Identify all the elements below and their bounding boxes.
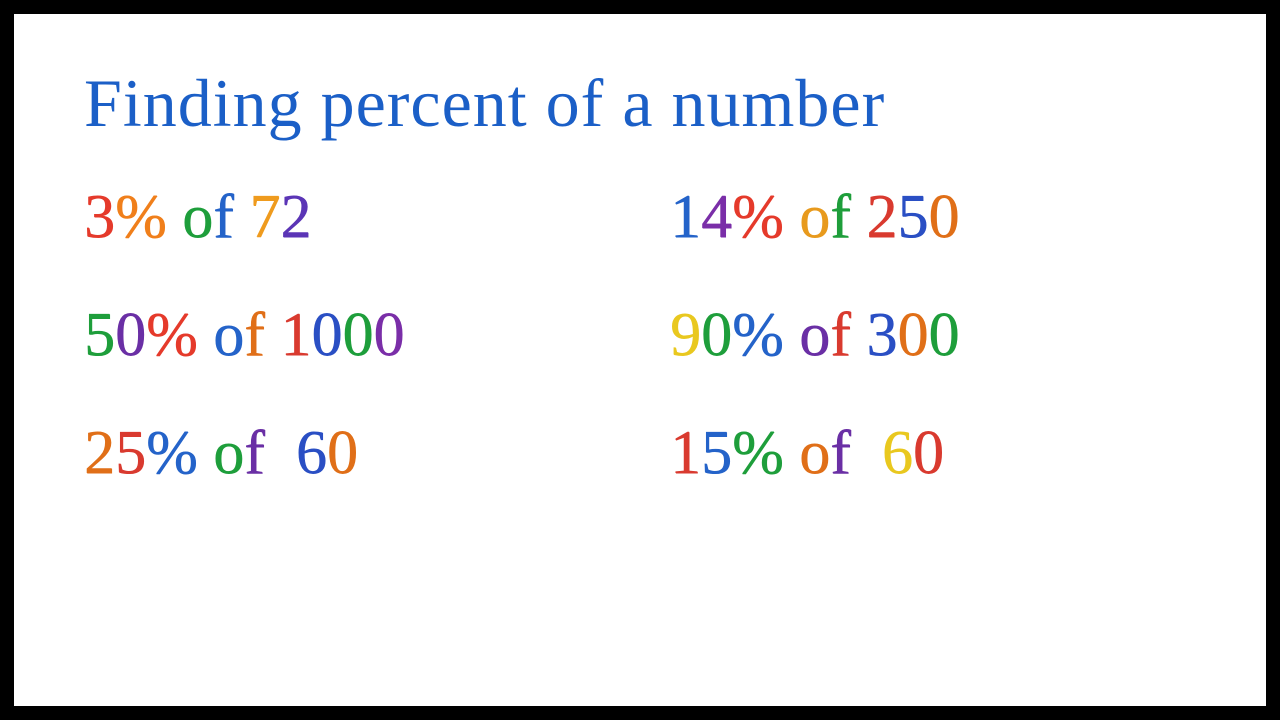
glyph: o bbox=[213, 419, 244, 487]
glyph: f bbox=[830, 183, 851, 251]
glyph: % bbox=[732, 419, 784, 487]
glyph: f bbox=[213, 183, 234, 251]
glyph: 1 bbox=[670, 183, 701, 251]
glyph: f bbox=[830, 419, 851, 487]
glyph: 3 bbox=[84, 183, 115, 251]
glyph bbox=[265, 419, 281, 487]
glyph: 7 bbox=[249, 183, 280, 251]
glyph bbox=[198, 419, 214, 487]
glyph: 0 bbox=[327, 419, 358, 487]
glyph bbox=[198, 301, 214, 369]
glyph: % bbox=[115, 183, 167, 251]
problem-grid: 3% of 72 14% of 250 50% of 1000 90% of 3… bbox=[84, 183, 1196, 488]
glyph: 3 bbox=[866, 301, 897, 369]
glyph: 0 bbox=[928, 183, 959, 251]
glyph: 4 bbox=[701, 183, 732, 251]
glyph bbox=[167, 183, 183, 251]
glyph: 0 bbox=[342, 301, 373, 369]
glyph: 0 bbox=[701, 301, 732, 369]
glyph bbox=[784, 301, 800, 369]
glyph: 0 bbox=[897, 301, 928, 369]
glyph: 0 bbox=[913, 419, 944, 487]
problem-3: 50% of 1000 bbox=[84, 301, 610, 369]
glyph: 0 bbox=[373, 301, 404, 369]
problem-1: 3% of 72 bbox=[84, 183, 610, 251]
glyph: 9 bbox=[670, 301, 701, 369]
glyph: 5 bbox=[115, 419, 146, 487]
glyph bbox=[851, 301, 867, 369]
page-title: Finding percent of a number bbox=[84, 64, 1196, 143]
problem-6: 15% of 60 bbox=[670, 419, 1196, 487]
glyph: 0 bbox=[311, 301, 342, 369]
glyph: o bbox=[799, 419, 830, 487]
problem-2: 14% of 250 bbox=[670, 183, 1196, 251]
glyph: % bbox=[732, 183, 784, 251]
glyph: 0 bbox=[115, 301, 146, 369]
glyph: o bbox=[213, 301, 244, 369]
glyph: f bbox=[244, 301, 265, 369]
glyph: f bbox=[244, 419, 265, 487]
glyph: o bbox=[799, 183, 830, 251]
glyph: o bbox=[799, 301, 830, 369]
glyph bbox=[280, 419, 296, 487]
glyph: 5 bbox=[84, 301, 115, 369]
glyph: % bbox=[146, 301, 198, 369]
glyph: 5 bbox=[701, 419, 732, 487]
problem-5: 25% of 60 bbox=[84, 419, 610, 487]
glyph: 1 bbox=[280, 301, 311, 369]
glyph: 2 bbox=[866, 183, 897, 251]
glyph: 2 bbox=[84, 419, 115, 487]
glyph bbox=[784, 419, 800, 487]
glyph bbox=[265, 301, 281, 369]
glyph bbox=[866, 419, 882, 487]
glyph: 1 bbox=[670, 419, 701, 487]
glyph: % bbox=[146, 419, 198, 487]
glyph: 6 bbox=[882, 419, 913, 487]
glyph: o bbox=[182, 183, 213, 251]
glyph bbox=[851, 183, 867, 251]
glyph: 2 bbox=[280, 183, 311, 251]
glyph: 5 bbox=[897, 183, 928, 251]
whiteboard-frame: Finding percent of a number 3% of 72 14%… bbox=[0, 0, 1280, 720]
glyph: f bbox=[830, 301, 851, 369]
glyph: % bbox=[732, 301, 784, 369]
problem-4: 90% of 300 bbox=[670, 301, 1196, 369]
glyph bbox=[234, 183, 250, 251]
glyph: 6 bbox=[296, 419, 327, 487]
glyph: 0 bbox=[928, 301, 959, 369]
glyph bbox=[851, 419, 867, 487]
glyph bbox=[784, 183, 800, 251]
